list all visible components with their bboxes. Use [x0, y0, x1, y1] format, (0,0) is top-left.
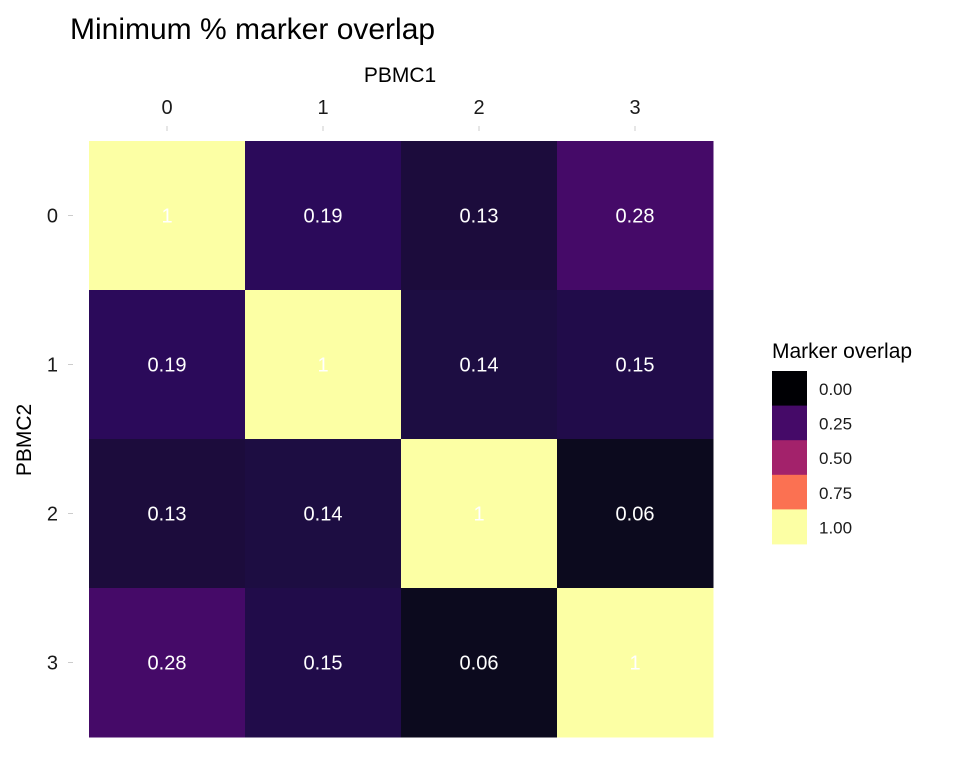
cell-label-r2-c0: 0.13 — [148, 504, 187, 526]
legend-title: Marker overlap — [772, 340, 912, 363]
legend: Marker overlap 0.00 0.25 0.50 0.75 1.00 — [772, 340, 912, 545]
legend-swatch — [772, 405, 807, 441]
cell-label-r0-c2: 0.13 — [460, 206, 499, 228]
heatmap-cell-r0-c1 — [245, 141, 402, 291]
heatmap-cell-r2-c3 — [557, 439, 714, 589]
legend-label: 0.75 — [819, 484, 852, 503]
cell-label-r1-c2: 0.14 — [460, 355, 499, 377]
legend-label: 0.25 — [819, 415, 852, 434]
legend-keys: 0.00 0.25 0.50 0.75 1.00 — [772, 371, 852, 545]
legend-swatch — [772, 509, 807, 545]
heatmap-cell-r0-c2 — [401, 141, 558, 291]
cell-label-r3-c1: 0.15 — [304, 653, 343, 675]
y-axis-ticks: 0 1 2 3 — [47, 206, 73, 675]
legend-label: 0.00 — [819, 380, 852, 399]
x-tick-label: 2 — [473, 97, 484, 119]
cell-label-r2-c2: 1 — [473, 504, 484, 526]
chart-title: Minimum % marker overlap — [70, 13, 435, 46]
x-tick-label: 0 — [161, 97, 172, 119]
heatmap-cell-r0-c0 — [89, 141, 246, 291]
heatmap-cell-r1-c1 — [245, 290, 402, 440]
heatmap-cell-r2-c1 — [245, 439, 402, 589]
heatmap-cell-r3-c1 — [245, 588, 402, 738]
x-axis-title: PBMC1 — [364, 64, 436, 87]
y-tick-label: 1 — [47, 355, 58, 377]
cell-label-r3-c3: 1 — [629, 653, 640, 675]
x-axis-ticks: 0 1 2 3 — [161, 97, 641, 131]
cell-label-r1-c0: 0.19 — [148, 355, 187, 377]
heatmap-cell-r2-c0 — [89, 439, 246, 589]
cell-label-r2-c1: 0.14 — [304, 504, 343, 526]
x-tick-label: 1 — [317, 97, 328, 119]
heatmap-cell-r1-c3 — [557, 290, 714, 440]
legend-swatch — [772, 440, 807, 476]
heatmap-cell-r1-c2 — [401, 290, 558, 440]
cell-label-r2-c3: 0.06 — [616, 504, 655, 526]
legend-swatch — [772, 474, 807, 510]
cell-label-r0-c0: 1 — [161, 206, 172, 228]
heatmap-cell-r0-c3 — [557, 141, 714, 291]
cell-label-r3-c2: 0.06 — [460, 653, 499, 675]
y-tick-label: 2 — [47, 504, 58, 526]
legend-label: 1.00 — [819, 518, 852, 537]
cell-label-r1-c3: 0.15 — [616, 355, 655, 377]
legend-swatch — [772, 371, 807, 406]
y-tick-label: 3 — [47, 653, 58, 675]
heatmap-cell-r3-c3 — [557, 588, 714, 738]
heatmap-cell-r3-c0 — [89, 588, 246, 738]
y-tick-label: 0 — [47, 206, 58, 228]
cell-label-r3-c0: 0.28 — [148, 653, 187, 675]
heatmap-cells — [89, 141, 714, 738]
cell-label-r0-c1: 0.19 — [304, 206, 343, 228]
y-axis-title: PBMC2 — [13, 404, 36, 476]
legend-label: 0.50 — [819, 449, 852, 468]
x-tick-label: 3 — [629, 97, 640, 119]
heatmap-cell-r3-c2 — [401, 588, 558, 738]
cell-label-r1-c1: 1 — [317, 355, 328, 377]
heatmap-cell-r2-c2 — [401, 439, 558, 589]
heatmap-cell-r1-c0 — [89, 290, 246, 440]
cell-label-r0-c3: 0.28 — [616, 206, 655, 228]
heatmap-cell-labels: 1 0.19 0.13 0.28 0.19 1 0.14 0.15 0.13 0.14 1 0.06 0… — [148, 206, 655, 675]
